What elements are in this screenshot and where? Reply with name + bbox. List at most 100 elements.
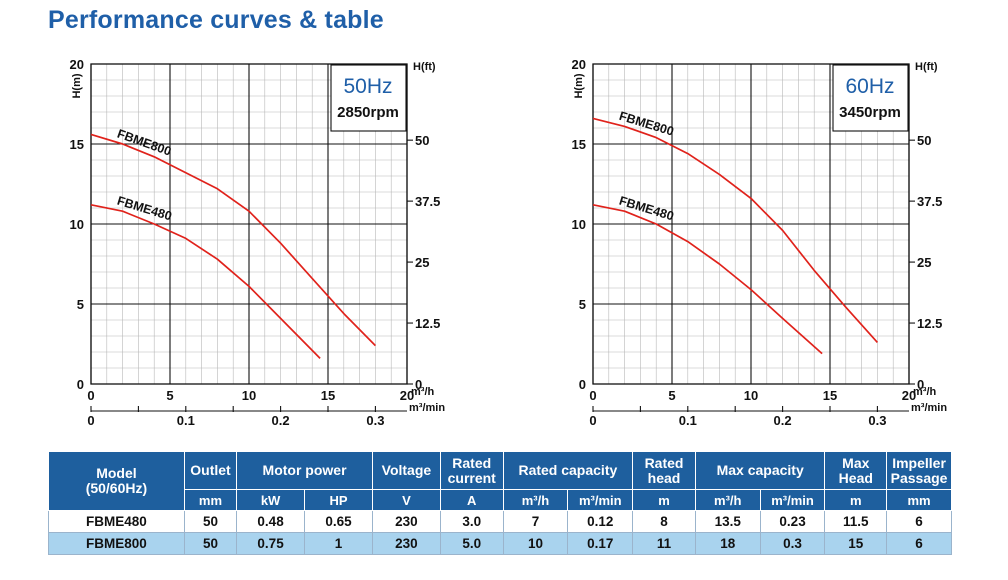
ft-tick-label: 12.5: [415, 316, 440, 331]
unit-max-capacity-m3min: m³/min: [759, 489, 826, 511]
series-label-fbme480: FBME480: [116, 194, 174, 224]
unit-outlet: mm: [183, 489, 238, 511]
rpm-label: 3450rpm: [839, 104, 901, 121]
unit-current: A: [439, 489, 504, 511]
table-cell: 0.17: [567, 532, 634, 555]
table-cell: 13.5: [694, 510, 761, 533]
x-tick-label: 0: [589, 388, 596, 403]
plot-frame: [90, 63, 408, 385]
x-tick-label: 20: [400, 388, 414, 403]
table-cell: 1: [304, 532, 373, 555]
min-tick-label: 0.1: [177, 413, 195, 428]
frequency-label: 50Hz: [343, 75, 392, 98]
header-voltage: Voltage: [371, 451, 441, 490]
header-outlet: Outlet: [183, 451, 238, 490]
y-tick-label: 10: [70, 217, 84, 232]
min-tick-label: 0.2: [774, 413, 792, 428]
unit-max-head: m: [824, 489, 888, 511]
page-title: Performance curves & table: [48, 6, 384, 34]
y-axis-title: H(m): [573, 73, 585, 98]
series-label-fbme480: FBME480: [618, 194, 676, 224]
ft-tick-label: 37.5: [415, 194, 440, 209]
table-row: FBME800 50 0.75 1 230 5.0 10 0.17 11 18 …: [48, 532, 952, 555]
x-tick-label: 10: [242, 388, 256, 403]
header-max-capacity: Max capacity: [694, 451, 826, 490]
series-line-fbme480: [592, 203, 823, 355]
header-model: Model (50/60Hz): [48, 451, 185, 511]
min-tick-label: 0.1: [679, 413, 697, 428]
rpm-label: 2850rpm: [337, 104, 399, 121]
unit-rated-head: m: [632, 489, 696, 511]
min-tick-label: 0: [87, 413, 94, 428]
table-cell: 11: [632, 532, 696, 555]
x2-axis-title: m³/min: [409, 402, 445, 414]
table-cell: FBME480: [48, 510, 185, 533]
y-tick-label: 5: [77, 297, 84, 312]
min-tick-label: 0.3: [868, 413, 886, 428]
table-cell: 8: [632, 510, 696, 533]
frequency-box: [330, 64, 407, 132]
table-row: FBME480 50 0.48 0.65 230 3.0 7 0.12 8 13…: [48, 510, 952, 533]
series-line-fbme800: [592, 117, 879, 343]
ft-tick-label: 0: [917, 377, 924, 392]
ft-tick-label: 50: [917, 133, 931, 148]
table-cell: 6: [886, 510, 952, 533]
ft-tick-label: 12.5: [917, 316, 942, 331]
header-rated-current: Rated current: [439, 451, 504, 490]
min-tick-label: 0: [589, 413, 596, 428]
unit-rated-capacity-m3h: m³/h: [502, 489, 569, 511]
unit-rated-capacity-m3min: m³/min: [567, 489, 634, 511]
min-tick-label: 0.2: [272, 413, 290, 428]
table-cell: 0.23: [759, 510, 826, 533]
unit-max-capacity-m3h: m³/h: [694, 489, 761, 511]
header-rated-head: Rated head: [632, 451, 696, 490]
header-max-head: Max Head: [824, 451, 888, 490]
table-cell: 15: [824, 532, 888, 555]
y-tick-label: 15: [572, 137, 586, 152]
unit-motor-kw: kW: [236, 489, 306, 511]
ft-tick-label: 0: [415, 377, 422, 392]
series-label-fbme800: FBME800: [115, 127, 173, 159]
table-cell: 0.65: [304, 510, 373, 533]
table-cell: 7: [502, 510, 569, 533]
table-cell: 18: [694, 532, 761, 555]
y-tick-label: 20: [572, 57, 586, 72]
table-cell: 11.5: [824, 510, 888, 533]
header-motor-power: Motor power: [236, 451, 373, 490]
y-tick-label: 0: [77, 377, 84, 392]
y-axis-title: H(m): [71, 73, 83, 98]
y-tick-label: 10: [572, 217, 586, 232]
y-tick-label: 5: [579, 297, 586, 312]
frequency-label: 60Hz: [845, 75, 894, 98]
frequency-box: [832, 64, 909, 132]
table-cell: 5.0: [439, 532, 504, 555]
y-tick-label: 15: [70, 137, 84, 152]
series-line-fbme480: [90, 203, 321, 359]
series-line-fbme800: [90, 133, 377, 347]
x-tick-label: 15: [321, 388, 335, 403]
y-tick-label: 0: [579, 377, 586, 392]
specs-table: Model (50/60Hz) Outlet Motor power Volta…: [48, 451, 952, 555]
table-cell: 0.48: [236, 510, 306, 533]
ft-tick-label: 25: [917, 255, 931, 270]
header-rated-capacity: Rated capacity: [502, 451, 634, 490]
x-tick-label: 5: [668, 388, 675, 403]
x-tick-label: 10: [744, 388, 758, 403]
table-cell: 6: [886, 532, 952, 555]
header-impeller-passage: Impeller Passage: [886, 451, 952, 490]
table-cell: 0.3: [759, 532, 826, 555]
x-tick-label: 5: [166, 388, 173, 403]
x-tick-label: 15: [823, 388, 837, 403]
ft-tick-label: 25: [415, 255, 429, 270]
table-cell: 50: [183, 532, 238, 555]
plot-frame: [592, 63, 910, 385]
x-tick-label: 0: [87, 388, 94, 403]
table-cell: 50: [183, 510, 238, 533]
y2-axis-title: H(ft): [413, 61, 436, 73]
table-cell: 0.12: [567, 510, 634, 533]
unit-impeller-passage: mm: [886, 489, 952, 511]
unit-voltage: V: [371, 489, 441, 511]
table-cell: 230: [371, 532, 441, 555]
